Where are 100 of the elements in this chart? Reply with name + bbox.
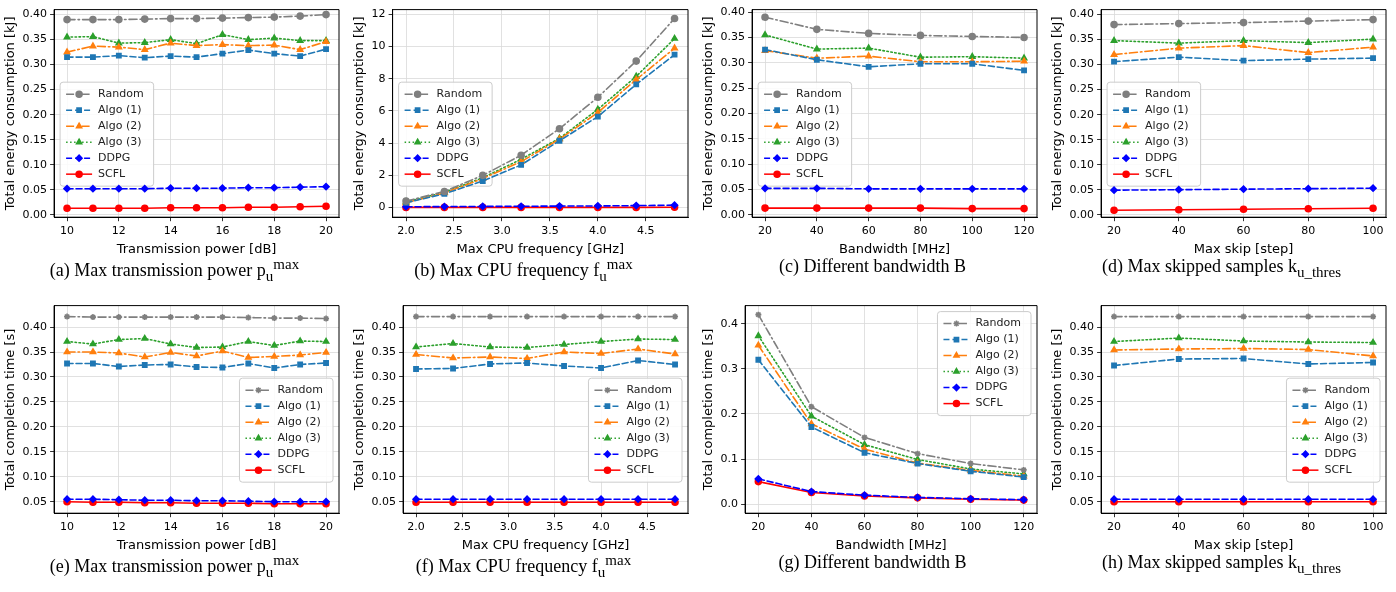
y-axis-title: Total energy consumption [kJ] — [2, 16, 18, 212]
x-axis-title: Bandwidth [MHz] — [835, 536, 947, 552]
x-tick-label: 120 — [1013, 223, 1035, 237]
x-tick-label: 16 — [215, 223, 230, 237]
y-tick-label: 0.15 — [1069, 132, 1095, 146]
y-tick-label: 0.30 — [22, 57, 48, 71]
legend-label: Algo (2) — [436, 119, 480, 133]
y-tick-label: 0.30 — [1069, 57, 1095, 71]
y-tick-label: 0.35 — [371, 344, 397, 358]
y-tick-label: 0.10 — [22, 157, 48, 171]
x-tick-label: 60 — [1236, 519, 1251, 533]
legend-label: Algo (3) — [277, 431, 321, 445]
x-axis-title: Max skip [step] — [1193, 240, 1294, 256]
y-tick-label: 0.35 — [720, 30, 746, 44]
x-tick-label: 18 — [267, 223, 282, 237]
y-tick-label: 0.40 — [720, 4, 746, 18]
legend-label: Random — [1145, 87, 1191, 101]
legend-label: DDPG — [98, 151, 131, 165]
y-tick-label: 10 — [371, 39, 386, 53]
y-tick-label: 0.35 — [1069, 32, 1095, 46]
legend-label: SCFL — [436, 167, 465, 181]
x-tick-label: 40 — [1171, 519, 1186, 533]
legend-label: DDPG — [277, 447, 310, 461]
legend-label: Algo (2) — [1145, 119, 1189, 133]
y-tick-label: 0.15 — [1069, 444, 1095, 458]
x-axis-title: Max CPU frequency [GHz] — [461, 536, 630, 552]
y-tick-label: 4 — [378, 136, 386, 150]
x-tick-label: 18 — [267, 519, 282, 533]
y-tick-label: 0.00 — [1069, 207, 1095, 221]
x-tick-label: 3.5 — [541, 223, 559, 237]
y-tick-label: 0.40 — [1069, 7, 1095, 21]
legend-label: DDPG — [975, 380, 1008, 394]
y-tick-label: 12 — [371, 7, 386, 21]
legend-label: SCFL — [277, 463, 306, 477]
legend-label: Random — [975, 316, 1022, 330]
x-axis-title: Transmission power [dB] — [115, 536, 277, 552]
y-tick-label: 0.30 — [22, 369, 48, 383]
y-tick-label: 0.10 — [720, 156, 746, 170]
y-tick-label: 0.30 — [371, 369, 397, 383]
x-tick-label: 40 — [809, 223, 824, 237]
y-tick-label: 0.25 — [22, 394, 48, 408]
y-axis-title: Total completion time [s] — [351, 328, 367, 492]
x-tick-label: 100 — [1362, 223, 1384, 237]
legend-label: Algo (3) — [436, 135, 480, 149]
x-axis-title: Max CPU frequency [GHz] — [456, 240, 625, 256]
y-axis-title: Total completion time [s] — [700, 328, 716, 492]
legend-label: Random — [98, 87, 144, 101]
y-tick-label: 0.0 — [720, 497, 739, 511]
x-tick-label: 3.0 — [499, 519, 518, 533]
legend-label: DDPG — [626, 447, 659, 461]
legend-label: Algo (1) — [277, 399, 321, 413]
legend-label: Algo (1) — [1145, 103, 1189, 117]
x-tick-label: 40 — [804, 519, 819, 533]
y-tick-label: 0.2 — [720, 406, 739, 420]
y-tick-label: 0.20 — [22, 107, 48, 121]
y-tick-label: 0.40 — [22, 319, 48, 333]
x-tick-label: 14 — [163, 519, 178, 533]
y-tick-label: 0.25 — [1069, 82, 1095, 96]
y-tick-label: 0.05 — [22, 182, 48, 196]
legend-label: Algo (2) — [975, 348, 1019, 362]
y-tick-label: 0.30 — [1069, 369, 1095, 383]
x-tick-label: 2.0 — [407, 519, 425, 533]
x-tick-label: 4.5 — [638, 519, 657, 533]
y-tick-label: 0.1 — [720, 451, 739, 465]
y-tick-label: 8 — [378, 71, 386, 85]
x-tick-label: 2.0 — [397, 223, 415, 237]
y-tick-label: 0.05 — [720, 182, 746, 196]
x-tick-label: 40 — [1171, 223, 1186, 237]
y-tick-label: 0.00 — [720, 207, 746, 221]
legend-label: Algo (2) — [1324, 415, 1368, 429]
y-tick-label: 0.20 — [371, 419, 397, 433]
x-tick-label: 20 — [1107, 223, 1122, 237]
x-tick-label: 80 — [1301, 519, 1316, 533]
x-tick-label: 12 — [111, 519, 126, 533]
x-tick-label: 20 — [1107, 519, 1122, 533]
y-axis-title: Total energy consumption [kJ] — [1049, 16, 1065, 212]
legend-label: Algo (3) — [98, 135, 142, 149]
x-tick-label: 80 — [910, 519, 925, 533]
legend-label: Algo (3) — [1145, 135, 1189, 149]
legend-label: Algo (1) — [975, 332, 1019, 346]
y-tick-label: 0.20 — [720, 106, 746, 120]
text: (d) Max skipped samples k$_{u_thres}$ — [1100, 256, 1343, 281]
y-tick-label: 0.00 — [22, 207, 48, 221]
x-tick-label: 3.5 — [546, 519, 564, 533]
x-tick-label: 20 — [758, 223, 773, 237]
legend-label: SCFL — [975, 396, 1004, 410]
x-tick-label: 4.0 — [589, 223, 607, 237]
y-tick-label: 0.3 — [720, 361, 739, 375]
legend-label: Algo (2) — [796, 119, 840, 133]
y-tick-label: 0.10 — [22, 469, 48, 483]
legend-label: Random — [626, 383, 673, 397]
y-tick-label: 0.05 — [371, 494, 397, 508]
y-axis-title: Total energy consumption [kJ] — [700, 16, 716, 212]
y-tick-label: 0.20 — [1069, 107, 1095, 121]
y-tick-label: 0.15 — [371, 444, 397, 458]
legend-label: DDPG — [1145, 151, 1178, 165]
y-tick-label: 0.40 — [22, 7, 48, 21]
x-tick-label: 14 — [163, 223, 178, 237]
text: (g) Different bandwidth B — [777, 552, 968, 573]
y-tick-label: 0.10 — [1069, 157, 1095, 171]
